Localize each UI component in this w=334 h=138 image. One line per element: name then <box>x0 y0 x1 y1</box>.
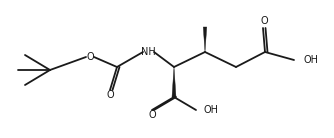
Text: OH: OH <box>204 105 219 115</box>
Text: O: O <box>148 110 156 120</box>
Text: O: O <box>86 52 94 62</box>
Polygon shape <box>203 27 207 52</box>
Text: O: O <box>106 90 114 100</box>
Polygon shape <box>172 67 176 97</box>
Text: NH: NH <box>141 47 155 57</box>
Text: OH: OH <box>304 55 319 65</box>
Text: O: O <box>260 16 268 26</box>
